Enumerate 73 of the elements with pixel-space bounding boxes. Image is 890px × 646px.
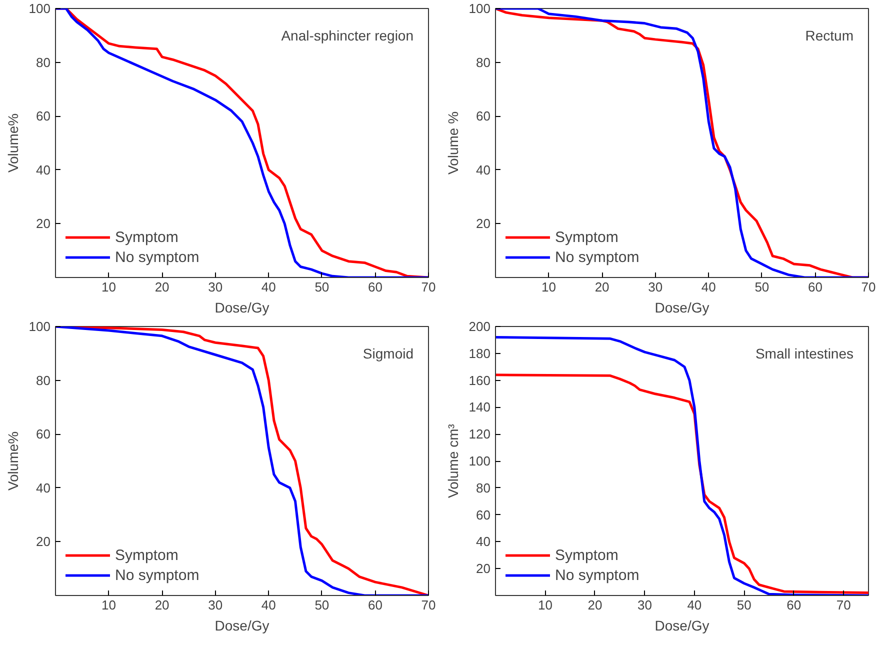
x-tick-label: 60 — [368, 280, 382, 294]
x-tick-label: 70 — [421, 598, 436, 612]
x-tick-label: 30 — [208, 280, 223, 294]
x-tick-label: 30 — [208, 598, 223, 612]
y-axis-title: Volume cm³ — [444, 424, 461, 498]
x-tick-label: 10 — [538, 598, 552, 612]
text: Small intestines — [755, 346, 854, 362]
y-tick-label: 100 — [468, 454, 491, 468]
legend-label: Symptom — [115, 546, 178, 564]
y-tick-label: 80 — [476, 54, 491, 70]
y-tick-label: 140 — [468, 400, 491, 415]
x-axis-title: Dose/Gy — [654, 618, 710, 634]
x-tick-label: 40 — [687, 598, 702, 612]
x-tick-label: 30 — [637, 598, 652, 612]
legend-label: Symptom — [115, 228, 178, 246]
x-axis-title: Dose/Gy — [214, 300, 270, 316]
y-tick-label: 60 — [36, 108, 51, 124]
x-tick-label: 70 — [836, 598, 851, 612]
x-tick-label: 50 — [314, 598, 330, 612]
legend-label: No symptom — [115, 248, 200, 266]
y-tick-label: 60 — [476, 108, 491, 124]
x-tick-label: 40 — [261, 598, 276, 612]
y-tick-label: 80 — [36, 372, 51, 388]
text: Rectum — [805, 28, 854, 44]
y-tick-label: 20 — [36, 216, 51, 232]
legend-label: Symptom — [555, 228, 618, 246]
y-tick-label: 60 — [476, 507, 491, 522]
y-axis-title: Volume% — [4, 431, 21, 491]
y-tick-label: 40 — [476, 534, 491, 550]
x-axis-title: Dose/Gy — [214, 618, 270, 634]
y-tick-label: 200 — [468, 319, 491, 334]
x-tick-label: 10 — [102, 280, 116, 294]
x-tick-label: 10 — [542, 280, 556, 294]
y-tick-label: 60 — [36, 426, 51, 442]
y-axis-title: Volume% — [4, 113, 21, 173]
x-tick-label: 20 — [154, 280, 170, 294]
x-tick-label: 50 — [736, 598, 752, 612]
x-tick-label: 50 — [314, 280, 330, 294]
x-tick-label: 40 — [261, 280, 276, 294]
x-tick-label: 20 — [154, 598, 170, 612]
y-tick-label: 40 — [476, 162, 491, 178]
y-tick-label: 40 — [36, 480, 51, 496]
legend-label: No symptom — [555, 248, 640, 266]
x-tick-label: 70 — [861, 280, 876, 294]
y-tick-label: 100 — [28, 319, 51, 334]
text: Anal-sphincter region — [281, 28, 414, 44]
x-tick-label: 60 — [786, 598, 802, 612]
y-axis-title: Volume % — [444, 111, 461, 175]
text: Sigmoid — [362, 346, 414, 362]
y-tick-label: 160 — [468, 372, 491, 388]
legend-label: No symptom — [555, 566, 640, 584]
legend-label: No symptom — [115, 566, 200, 584]
x-tick-label: 30 — [648, 280, 663, 294]
y-tick-label: 120 — [468, 426, 491, 442]
y-tick-label: 40 — [36, 162, 51, 178]
x-axis-title: Dose/Gy — [654, 300, 710, 316]
y-tick-label: 80 — [476, 480, 491, 496]
x-tick-label: 60 — [368, 598, 382, 612]
y-tick-label: 180 — [468, 346, 491, 361]
y-tick-label: 20 — [476, 216, 491, 232]
x-tick-label: 20 — [594, 280, 610, 294]
x-tick-label: 50 — [754, 280, 770, 294]
y-tick-label: 80 — [36, 54, 51, 70]
y-tick-label: 100 — [468, 1, 491, 16]
y-tick-label: 20 — [476, 561, 491, 576]
y-tick-label: 100 — [28, 1, 51, 16]
x-tick-label: 60 — [808, 280, 822, 294]
x-tick-label: 40 — [701, 280, 716, 294]
legend-label: Symptom — [555, 546, 618, 564]
x-tick-label: 70 — [421, 280, 436, 294]
x-tick-label: 10 — [102, 598, 116, 612]
y-tick-label: 20 — [36, 534, 51, 550]
x-tick-label: 20 — [588, 598, 602, 612]
